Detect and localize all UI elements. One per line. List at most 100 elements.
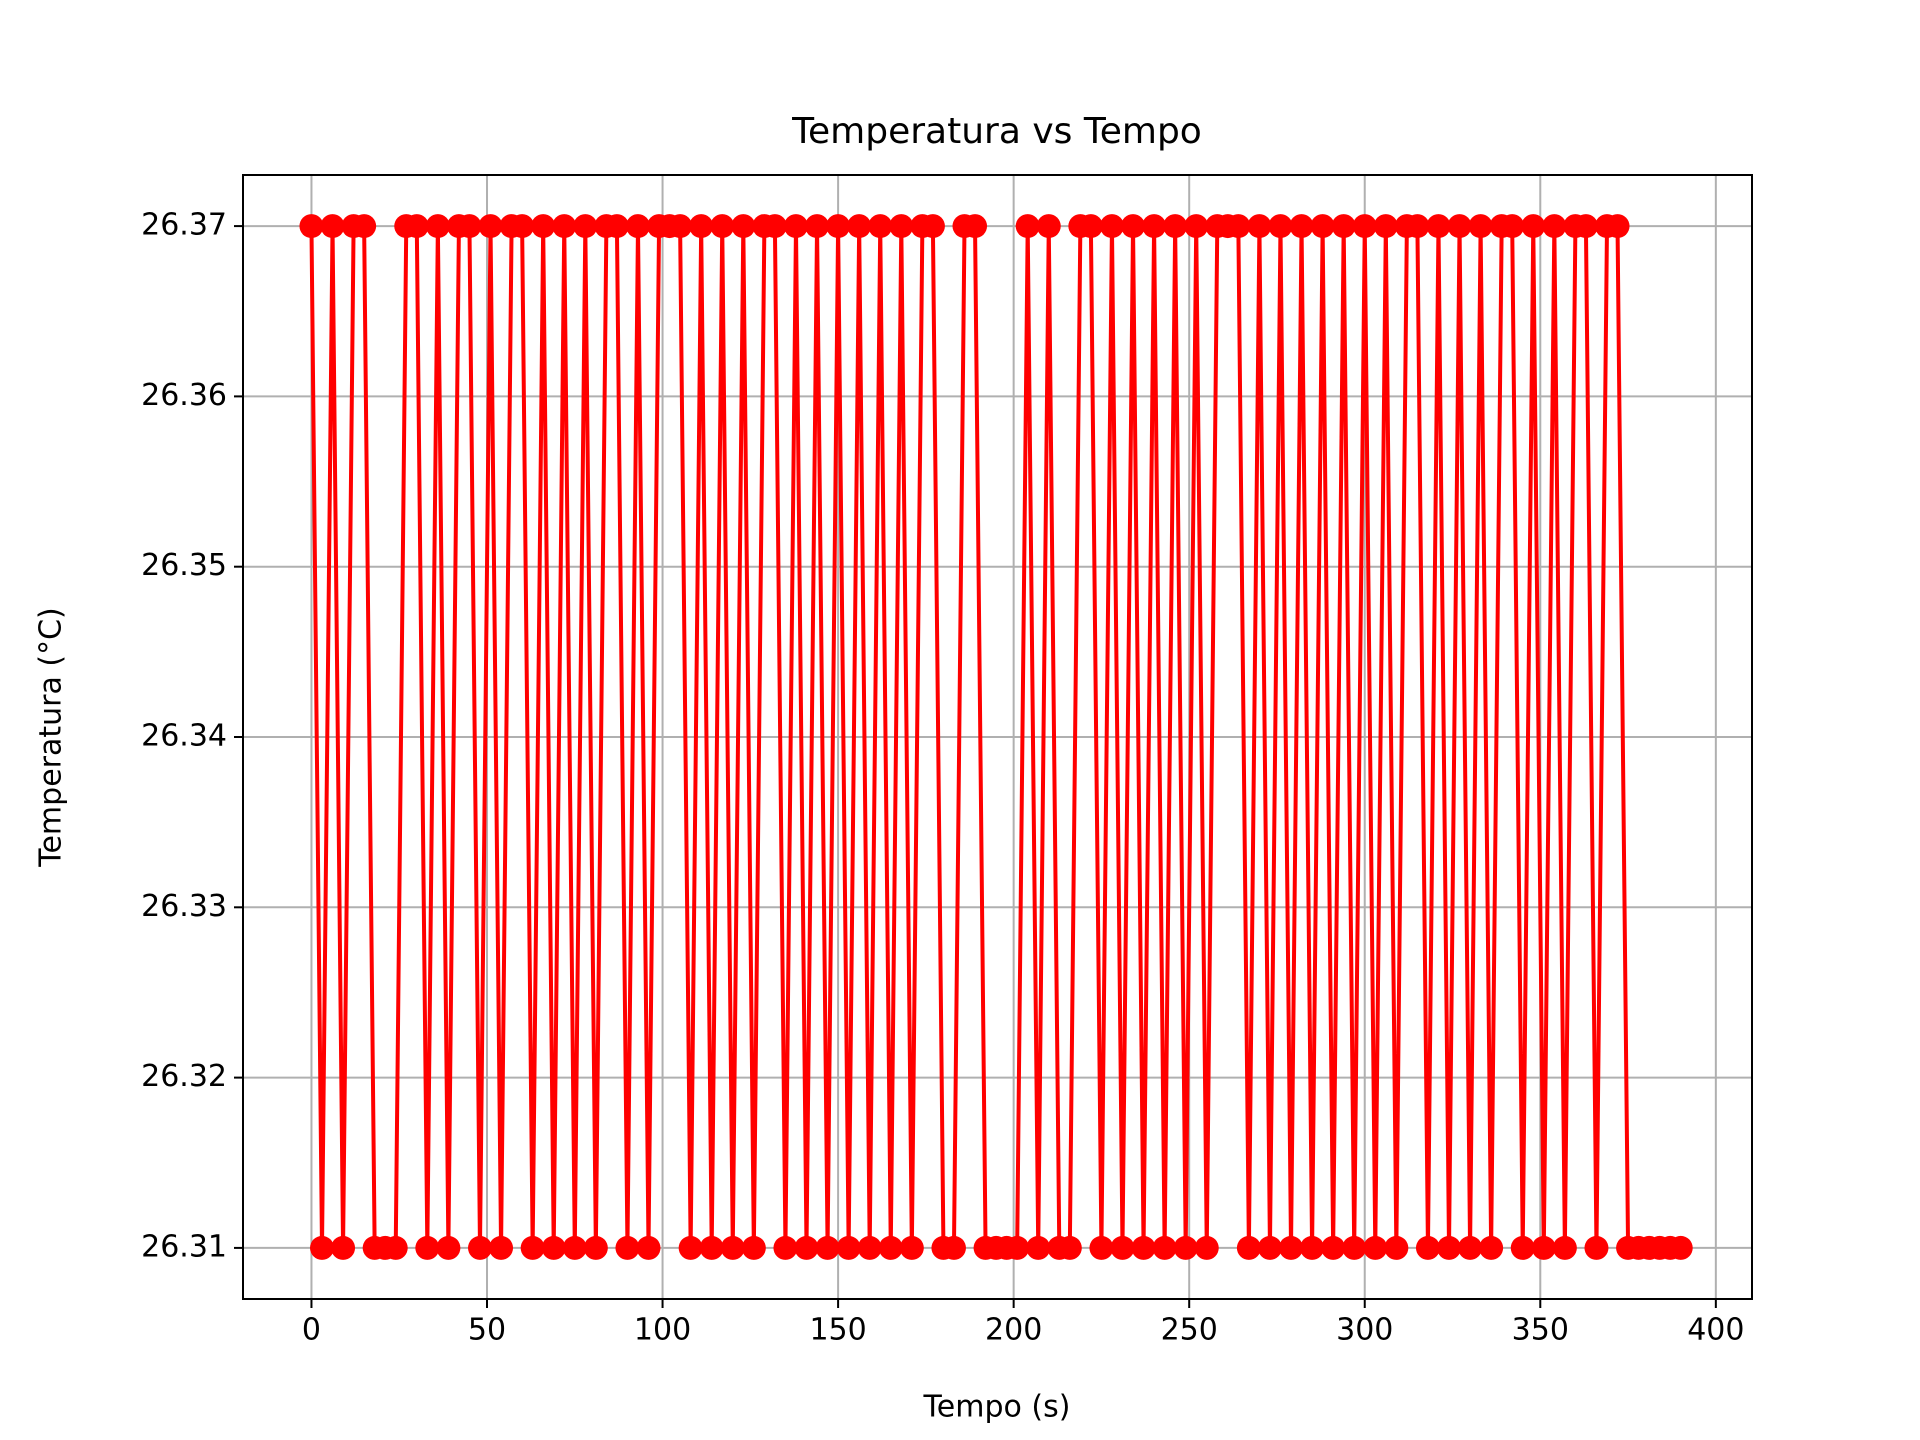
x-tick-label: 50	[468, 1313, 506, 1348]
data-point	[320, 214, 345, 239]
data-point	[1026, 1235, 1051, 1260]
data-point	[857, 1235, 882, 1260]
data-point	[1542, 214, 1567, 239]
data-point	[583, 1235, 608, 1260]
data-point	[1005, 1235, 1030, 1260]
data-point	[404, 214, 429, 239]
data-point	[1605, 214, 1630, 239]
data-point	[1437, 1235, 1462, 1260]
data-point	[1331, 214, 1356, 239]
data-point	[1268, 214, 1293, 239]
data-point	[1089, 1235, 1114, 1260]
data-point	[710, 214, 735, 239]
data-point	[1099, 214, 1124, 239]
x-axis-label: Tempo (s)	[923, 1390, 1071, 1425]
data-point	[1321, 1235, 1346, 1260]
data-point	[457, 214, 482, 239]
data-point	[889, 214, 914, 239]
x-tick-label: 350	[1512, 1313, 1569, 1348]
data-point	[520, 1235, 545, 1260]
data-point	[1479, 1235, 1504, 1260]
data-point	[541, 1235, 566, 1260]
data-point	[1510, 1235, 1535, 1260]
data-point	[1015, 214, 1040, 239]
x-tick-label: 150	[809, 1313, 866, 1348]
data-point	[1247, 214, 1272, 239]
data-point	[805, 214, 830, 239]
x-tick-label: 250	[1161, 1313, 1218, 1348]
data-point	[489, 1235, 514, 1260]
data-point	[531, 214, 556, 239]
data-point	[1078, 214, 1103, 239]
data-point	[1373, 214, 1398, 239]
data-point	[615, 1235, 640, 1260]
data-point	[1415, 1235, 1440, 1260]
chart-title: Temperatura vs Tempo	[791, 111, 1202, 152]
data-point	[625, 214, 650, 239]
data-point	[1236, 1235, 1261, 1260]
x-tick-label: 300	[1336, 1313, 1393, 1348]
data-point	[1057, 1235, 1082, 1260]
data-point	[1257, 1235, 1282, 1260]
data-point	[1531, 1235, 1556, 1260]
y-tick-label: 26.33	[141, 889, 227, 924]
data-point	[1500, 214, 1525, 239]
data-point	[467, 1235, 492, 1260]
data-point	[689, 214, 714, 239]
data-point	[920, 214, 945, 239]
data-point	[878, 1235, 903, 1260]
data-point	[1310, 214, 1335, 239]
y-tick-label: 26.32	[141, 1059, 227, 1094]
data-point	[773, 1235, 798, 1260]
data-point	[1384, 1235, 1409, 1260]
data-point	[1152, 1235, 1177, 1260]
data-point	[299, 214, 324, 239]
data-point	[1300, 1235, 1325, 1260]
data-point	[783, 214, 808, 239]
data-point	[1363, 1235, 1388, 1260]
data-point	[425, 214, 450, 239]
data-point	[510, 214, 535, 239]
data-point	[1279, 1235, 1304, 1260]
data-point	[731, 214, 756, 239]
data-point	[552, 214, 577, 239]
data-point	[562, 1235, 587, 1260]
data-point	[1131, 1235, 1156, 1260]
data-point	[815, 1235, 840, 1260]
data-point	[1573, 214, 1598, 239]
data-point	[1163, 214, 1188, 239]
y-tick-label: 26.37	[141, 208, 227, 243]
y-tick-label: 26.36	[141, 378, 227, 413]
data-point	[415, 1235, 440, 1260]
data-point	[1184, 214, 1209, 239]
x-tick-label: 400	[1687, 1313, 1744, 1348]
data-point	[478, 214, 503, 239]
data-point	[331, 1235, 356, 1260]
data-point	[1142, 214, 1167, 239]
data-point	[826, 214, 851, 239]
data-point	[1458, 1235, 1483, 1260]
data-point	[1173, 1235, 1198, 1260]
data-point	[678, 1235, 703, 1260]
data-point	[1342, 1235, 1367, 1260]
data-point	[668, 214, 693, 239]
data-point	[573, 214, 598, 239]
data-point	[383, 1235, 408, 1260]
data-point	[1405, 214, 1430, 239]
data-point	[836, 1235, 861, 1260]
data-point	[309, 1235, 334, 1260]
data-point	[941, 1235, 966, 1260]
data-point	[1584, 1235, 1609, 1260]
data-point	[1468, 214, 1493, 239]
data-point	[794, 1235, 819, 1260]
data-point	[899, 1235, 924, 1260]
data-point	[1110, 1235, 1135, 1260]
data-point	[963, 214, 988, 239]
data-point	[1426, 214, 1451, 239]
data-point	[352, 214, 377, 239]
data-point	[699, 1235, 724, 1260]
y-tick-label: 26.31	[141, 1229, 227, 1264]
data-point	[604, 214, 629, 239]
data-point	[1121, 214, 1146, 239]
x-tick-label: 100	[634, 1313, 691, 1348]
